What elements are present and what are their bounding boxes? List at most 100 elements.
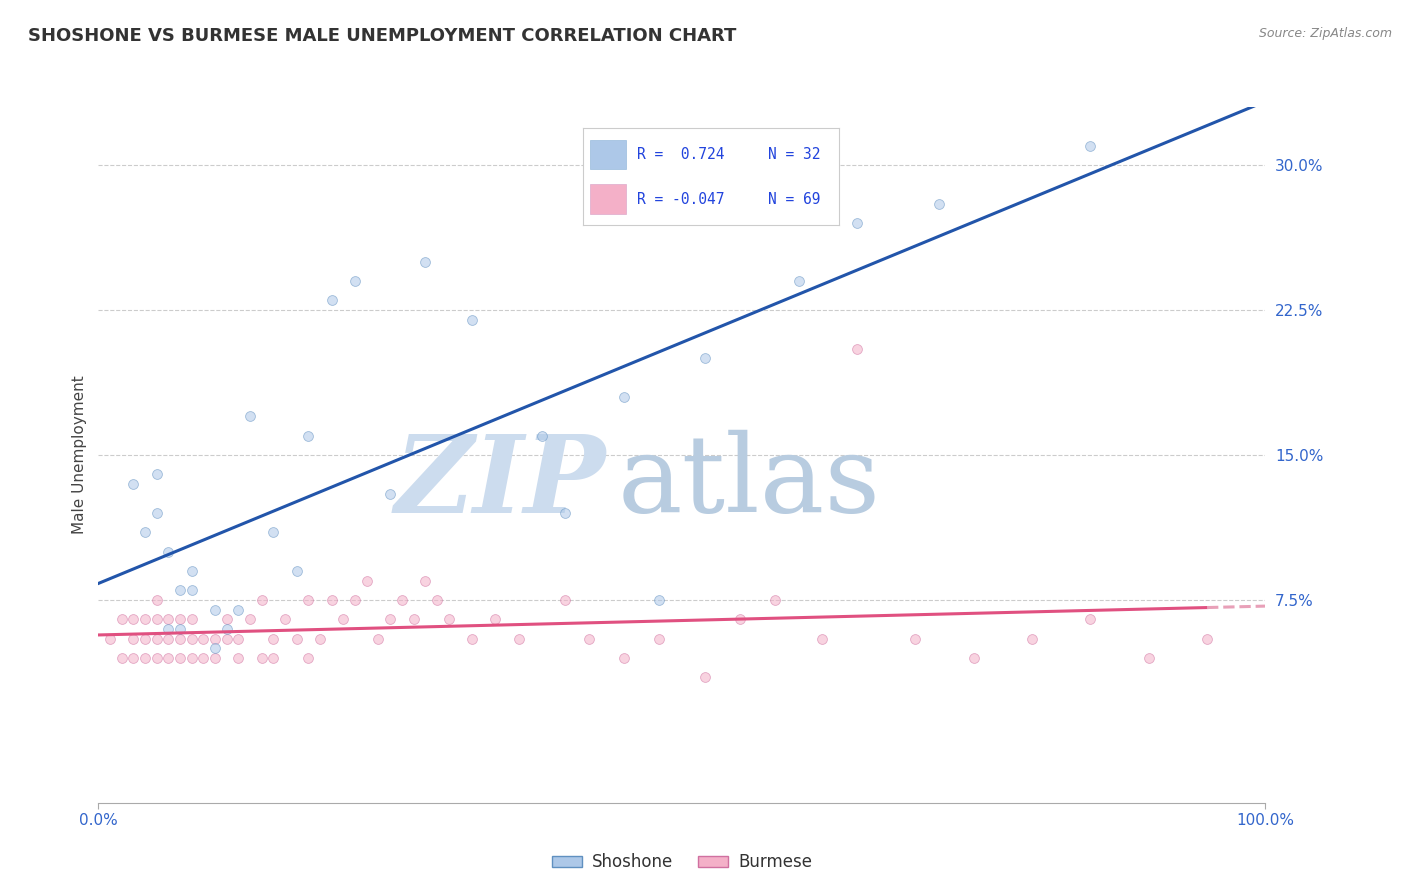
Point [228,651,250,665]
Point [134,525,156,540]
Point [239,612,262,626]
Point [426,592,449,607]
Text: R = -0.047: R = -0.047 [637,192,724,207]
Point [367,632,389,646]
Point [262,525,284,540]
Text: atlas: atlas [617,430,880,535]
Point [928,196,950,211]
Point [1080,138,1102,153]
Point [98,632,121,646]
Point [1195,632,1218,646]
Point [157,622,180,636]
Point [845,216,868,230]
Point [169,622,191,636]
Point [193,651,215,665]
Point [612,390,634,404]
Point [204,641,226,656]
Point [180,632,202,646]
Point [413,254,436,268]
Point [146,632,169,646]
Point [437,612,460,626]
Point [134,632,156,646]
Point [578,632,600,646]
Point [228,602,250,616]
Point [262,632,284,646]
Point [146,506,169,520]
Point [402,612,425,626]
Point [763,592,786,607]
Point [134,612,156,626]
Point [554,506,576,520]
Point [146,467,169,482]
Point [811,632,834,646]
Point [180,564,202,578]
Point [297,651,319,665]
Text: R =  0.724: R = 0.724 [637,146,724,161]
Point [647,592,669,607]
Point [787,274,810,288]
Point [180,651,202,665]
Point [297,592,319,607]
Point [1137,651,1160,665]
Point [321,293,343,308]
Point [204,602,226,616]
Point [554,592,576,607]
Point [356,574,378,588]
Point [262,651,284,665]
Point [285,564,308,578]
Point [344,274,367,288]
Point [962,651,984,665]
Point [157,632,180,646]
Point [321,592,343,607]
Point [122,612,145,626]
Point [157,651,180,665]
Point [378,486,402,500]
Legend: Shoshone, Burmese: Shoshone, Burmese [546,847,818,878]
Point [169,651,191,665]
Point [845,342,868,356]
Point [204,651,226,665]
Point [111,651,134,665]
Point [122,632,145,646]
Point [134,651,156,665]
Point [309,632,332,646]
Point [215,612,238,626]
Point [228,632,250,646]
Point [180,612,202,626]
Point [391,592,413,607]
Point [239,409,262,424]
Point [215,622,238,636]
Point [180,583,202,598]
Point [378,612,402,626]
Text: N = 32: N = 32 [768,146,820,161]
Point [250,651,273,665]
Point [204,632,226,646]
Text: SHOSHONE VS BURMESE MALE UNEMPLOYMENT CORRELATION CHART: SHOSHONE VS BURMESE MALE UNEMPLOYMENT CO… [28,27,737,45]
Point [508,632,530,646]
Point [169,632,191,646]
Point [169,583,191,598]
Point [1021,632,1043,646]
Y-axis label: Male Unemployment: Male Unemployment [72,376,87,534]
Point [157,612,180,626]
Point [461,312,484,326]
Text: N = 69: N = 69 [768,192,820,207]
Point [122,476,145,491]
Text: Source: ZipAtlas.com: Source: ZipAtlas.com [1258,27,1392,40]
Point [695,670,717,684]
Point [250,592,273,607]
Point [612,651,634,665]
Bar [591,185,626,213]
Point [146,612,169,626]
Point [122,651,145,665]
Point [297,428,319,442]
Point [730,612,752,626]
Point [157,544,180,558]
Point [1080,612,1102,626]
Bar [591,140,626,169]
Point [215,632,238,646]
Point [484,612,506,626]
Point [111,612,134,626]
Point [274,612,297,626]
Text: ZIP: ZIP [395,430,606,536]
